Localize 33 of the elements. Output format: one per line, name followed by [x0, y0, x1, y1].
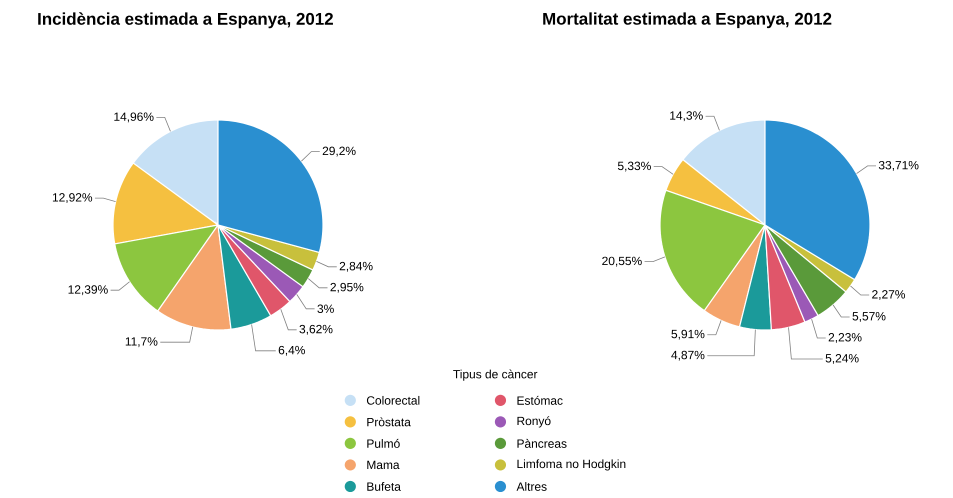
data-label: 11,7% — [126, 337, 158, 348]
data-label: 5,57% — [852, 312, 886, 322]
data-label: 2,84% — [340, 262, 373, 272]
legend-label: Pàncreas — [517, 438, 567, 448]
data-label: 14,96% — [114, 112, 154, 122]
legend-label: Colorectal — [366, 396, 420, 405]
data-label: 6,4% — [278, 346, 305, 356]
data-label: 14,3% — [670, 111, 703, 122]
legend-label: Estómac — [517, 396, 563, 405]
data-label: 20,55% — [602, 256, 642, 267]
data-label: 3% — [317, 304, 334, 314]
chart-title: Mortalitat estimada a Espanya, 2012 — [543, 12, 832, 28]
data-label: 33,71% — [878, 160, 919, 171]
data-label: 12,92% — [52, 193, 92, 204]
chart-title: Incidència estimada a Espanya, 2012 — [38, 12, 333, 28]
data-label: 12,39% — [68, 285, 108, 296]
data-label: 4,87% — [671, 350, 704, 361]
data-label: 2,95% — [330, 282, 364, 293]
legend-label: Ronyó — [517, 416, 551, 428]
data-label: 2,27% — [872, 290, 906, 300]
legend-title: Tipus de càncer — [453, 369, 538, 381]
legend-label: Pròstata — [367, 417, 411, 426]
legend-label: Mama — [367, 460, 400, 470]
data-label: 5,24% — [826, 354, 859, 364]
legend-label: Altres — [516, 482, 547, 491]
legend-label: Pulmó — [367, 438, 400, 448]
legend-label: Limfoma no Hodgkin — [517, 459, 626, 470]
data-label: 5,33% — [618, 162, 651, 172]
legend-label: Bufeta — [367, 482, 401, 491]
data-label: 29,2% — [322, 146, 356, 157]
data-label: 2,23% — [828, 333, 862, 343]
data-label: 5,91% — [671, 330, 704, 340]
data-label: 3,62% — [300, 324, 333, 335]
